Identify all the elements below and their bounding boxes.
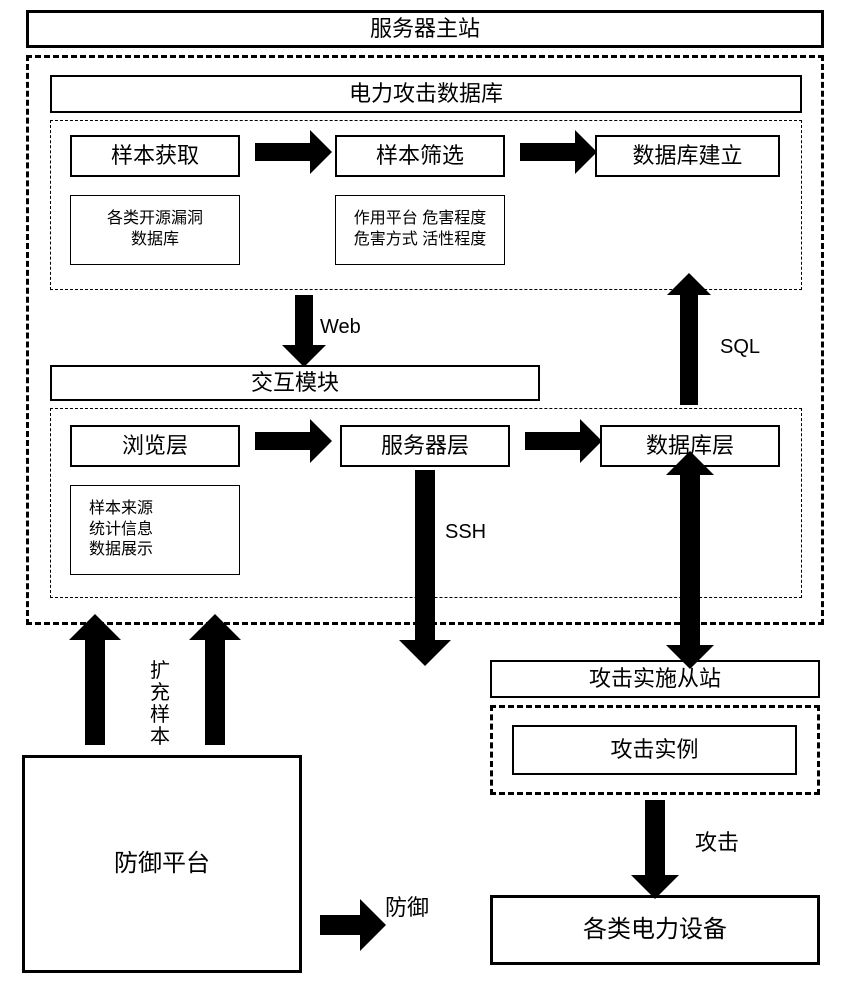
arrow-a_sql_up-head xyxy=(667,273,711,295)
defense_platform-label: 防御平台 xyxy=(114,848,210,879)
label-expand: 扩 充 样 本 xyxy=(150,660,170,748)
arrow-a_attack_down xyxy=(645,800,665,875)
attack_instance-label: 攻击实例 xyxy=(610,736,698,765)
arrow-a_sample_to_filter xyxy=(255,143,310,161)
arrow-a_sample_to_filter-head xyxy=(310,130,332,174)
arrow-a_filter_to_build xyxy=(520,143,575,161)
arrow-a_defense_right xyxy=(320,915,360,935)
label-web-text: Web xyxy=(320,316,361,338)
arrow-a_sql_up xyxy=(680,295,698,405)
label-sql-text: SQL xyxy=(720,336,760,358)
power_devices-label: 各类电力设备 xyxy=(583,914,727,945)
int_title: 交互模块 xyxy=(50,365,540,401)
arrow-a_expand_up2 xyxy=(205,640,225,745)
label-attack: 攻击 xyxy=(695,830,739,856)
arrow-a_expand_up2-head xyxy=(189,614,241,640)
label-attack-text: 攻击 xyxy=(695,830,739,855)
server_main_title-label: 服务器主站 xyxy=(370,15,480,44)
browse_layer-label: 浏览层 xyxy=(122,432,188,461)
db_title: 电力攻击数据库 xyxy=(50,75,802,113)
sample_get-label: 样本获取 xyxy=(111,142,199,171)
defense_platform: 防御平台 xyxy=(22,755,302,973)
server_main_title: 服务器主站 xyxy=(26,10,824,48)
arrow-a_web_down xyxy=(295,295,313,345)
diagram-canvas: 服务器主站电力攻击数据库样本获取 样本筛选 数据库建立各类开源漏洞 数据库 作用平台 … xyxy=(0,0,844,1000)
label-web: Web xyxy=(320,315,361,339)
db_build: 数据库建立 xyxy=(595,135,780,177)
sample_get_sub-label: 各类开源漏洞 数据库 xyxy=(107,209,203,251)
label-ssh-text: SSH xyxy=(445,521,486,543)
arrow-a_browse_to_server-head xyxy=(310,419,332,463)
arrow-a_expand_up1 xyxy=(85,640,105,745)
browse_sub: 样本来源 统计信息 数据展示 xyxy=(70,485,240,575)
sample_filter_sub-label: 作用平台 危害程度 危害方式 活性程度 xyxy=(354,209,486,251)
arrow-a_db_bidir-head-bot xyxy=(666,645,714,669)
server_layer: 服务器层 xyxy=(340,425,510,467)
browse_layer: 浏览层 xyxy=(70,425,240,467)
arrow-a_browse_to_server xyxy=(255,432,310,450)
arrow-a_filter_to_build-head xyxy=(575,130,597,174)
arrow-a_attack_down-head xyxy=(631,875,679,899)
attack_slave_title: 攻击实施从站 xyxy=(490,660,820,698)
arrow-a_server_to_db-head xyxy=(580,419,602,463)
sample_get_sub: 各类开源漏洞 数据库 xyxy=(70,195,240,265)
browse_sub-label: 样本来源 统计信息 数据展示 xyxy=(89,499,153,561)
arrow-a_web_down-head xyxy=(282,345,326,367)
arrow-a_ssh_down-head xyxy=(399,640,451,666)
arrow-a_expand_up1-head xyxy=(69,614,121,640)
server_layer-label: 服务器层 xyxy=(381,432,469,461)
label-ssh: SSH xyxy=(445,520,486,544)
sample_get: 样本获取 xyxy=(70,135,240,177)
sample_filter: 样本筛选 xyxy=(335,135,505,177)
db_build-label: 数据库建立 xyxy=(632,142,742,171)
sample_filter-label: 样本筛选 xyxy=(376,142,464,171)
sample_filter_sub: 作用平台 危害程度 危害方式 活性程度 xyxy=(335,195,505,265)
label-sql: SQL xyxy=(720,335,760,359)
arrow-a_db_bidir xyxy=(680,475,700,645)
arrow-a_defense_right-head xyxy=(360,899,386,951)
arrow-a_db_bidir-head-top xyxy=(666,451,714,475)
arrow-a_ssh_down xyxy=(415,470,435,640)
int_title-label: 交互模块 xyxy=(251,369,339,398)
power_devices: 各类电力设备 xyxy=(490,895,820,965)
db_title-label: 电力攻击数据库 xyxy=(349,80,503,109)
arrow-a_server_to_db xyxy=(525,432,580,450)
label-defense-text: 防御 xyxy=(385,895,429,920)
label-expand-text: 扩 充 样 本 xyxy=(150,660,170,748)
attack_instance: 攻击实例 xyxy=(512,725,797,775)
label-defense: 防御 xyxy=(385,895,429,921)
